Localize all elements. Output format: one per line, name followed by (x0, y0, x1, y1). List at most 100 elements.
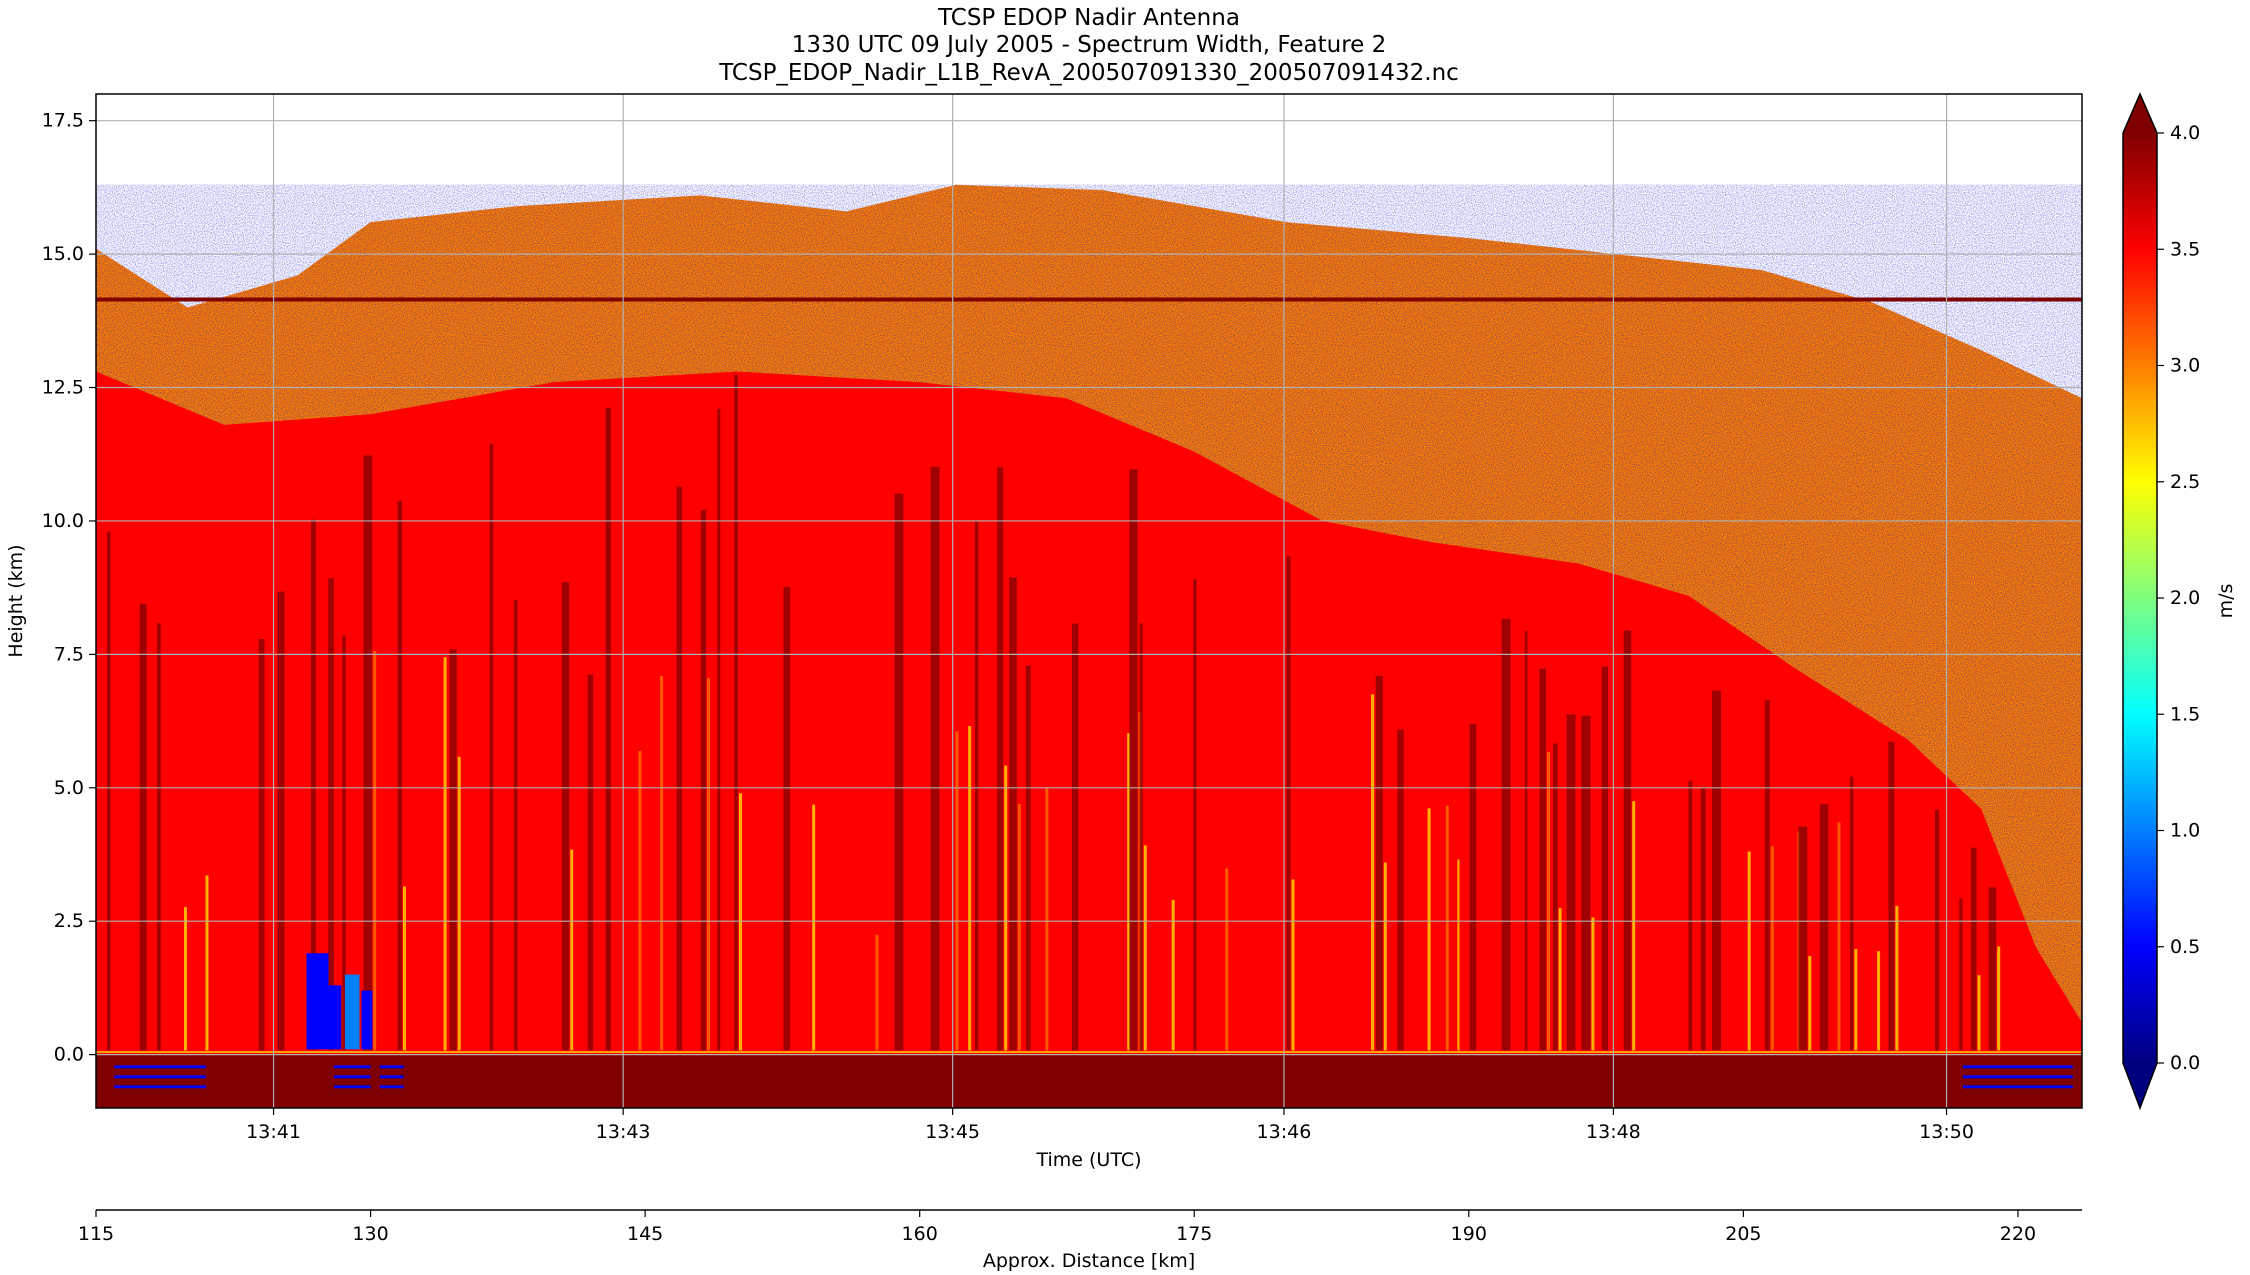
streak-low (1045, 787, 1049, 1051)
chart-title-line-2: 1330 UTC 09 July 2005 - Spectrum Width, … (792, 32, 1387, 58)
streak-high (700, 510, 707, 1051)
streak-high (416, 569, 426, 1051)
y-axis-label: Height (km) (5, 544, 27, 657)
distance-tick-label: 175 (1176, 1223, 1212, 1245)
streak-high (1819, 804, 1829, 1051)
chart-title-line-1: TCSP EDOP Nadir Antenna (937, 5, 1240, 31)
streak-low (1143, 845, 1147, 1051)
colorbar: 0.0 0.5 1.0 1.5 2.0 2.5 3.0 3.5 4.0 (2122, 92, 2200, 1111)
streak-high (107, 531, 111, 1051)
subsurface-artifact (334, 1075, 371, 1079)
streak-high (524, 500, 530, 1051)
plot-frame (95, 93, 2083, 1109)
streak-high (1129, 469, 1138, 1051)
x-axis-distance: 115 130 145 160 175 190 205 220 (78, 1209, 2082, 1245)
streak-high (881, 578, 889, 1051)
streak-low (570, 849, 574, 1051)
streak-low (403, 886, 406, 1051)
surface-return (96, 1054, 2082, 1108)
streak-low (1547, 751, 1550, 1051)
streak-high (258, 639, 265, 1051)
streak-low (955, 731, 959, 1051)
streak-high (471, 642, 475, 1051)
chart-title-line-3: TCSP_EDOP_Nadir_L1B_RevA_200507091330_20… (718, 60, 1459, 86)
streak-low (1127, 733, 1131, 1051)
streak-high (628, 480, 638, 1051)
x-tick-label: 13:48 (1586, 1121, 1641, 1143)
colorbar-tick-label: 0.0 (2170, 1052, 2200, 1074)
streak-high (1448, 743, 1457, 1051)
streak-high (1119, 618, 1127, 1051)
y-tick-label: 15.0 (42, 243, 84, 265)
streak-low (1808, 956, 1812, 1051)
streak-high (1204, 687, 1210, 1051)
streak-high (1959, 898, 1963, 1051)
streak-high (930, 466, 940, 1051)
x-axis-label: Time (UTC) (1035, 1149, 1141, 1171)
streak-high (1850, 776, 1854, 1051)
streak-low (1457, 859, 1461, 1051)
x-tick-label: 13:41 (246, 1121, 301, 1143)
streak-high (381, 694, 387, 1051)
streak-high (311, 519, 316, 1051)
streak-high (1900, 861, 1906, 1051)
colorbar-tick-label: 2.0 (2170, 587, 2200, 609)
streak-low (205, 875, 209, 1051)
streak-low (1383, 862, 1387, 1051)
streak-low (1977, 975, 1981, 1051)
colorbar-tick-label: 1.5 (2170, 703, 2200, 725)
colorbar-tick-label: 3.0 (2170, 355, 2200, 377)
streak-high (174, 645, 183, 1051)
streak-high (1397, 729, 1404, 1051)
y-tick-label: 2.5 (54, 910, 84, 932)
colorbar-tick-label: 3.5 (2170, 238, 2200, 260)
streak-high (1919, 886, 1928, 1051)
streak-high (1242, 562, 1251, 1051)
streak-low (184, 907, 187, 1051)
subsurface-artifact (379, 1075, 404, 1079)
streak-high (1437, 554, 1445, 1051)
streak-high (945, 589, 955, 1051)
streak-high (734, 374, 738, 1051)
heatmap-image (96, 184, 2082, 1108)
streak-high (783, 586, 791, 1051)
streak-high (605, 407, 611, 1051)
streak-high (752, 582, 761, 1051)
subsurface-artifact (114, 1065, 206, 1069)
streak-high (1412, 624, 1418, 1051)
streak-high (342, 635, 346, 1051)
y-axis: 0.0 2.5 5.0 7.5 10.0 12.5 15.0 17.5 (42, 110, 96, 1066)
streak-high (717, 408, 721, 1051)
streak-low (875, 934, 879, 1051)
streak-high (1025, 665, 1031, 1051)
streak-high (489, 443, 494, 1051)
streak-high (1286, 556, 1291, 1051)
streak-high (818, 533, 824, 1051)
streak-high (997, 467, 1004, 1051)
streak-high (123, 532, 132, 1051)
streak-high (1324, 587, 1328, 1051)
streak-high (1459, 733, 1469, 1051)
streak-high (328, 578, 334, 1051)
streak-high (1798, 826, 1808, 1051)
distance-tick-label: 205 (1725, 1223, 1761, 1245)
streak-high (363, 455, 373, 1051)
subsurface-artifact (114, 1075, 206, 1079)
streak-high (1872, 767, 1877, 1051)
low-width-cell (361, 990, 373, 1050)
streak-high (235, 488, 241, 1051)
streak-high (1673, 768, 1678, 1051)
streak-high (1483, 669, 1490, 1051)
streak-high (1219, 703, 1225, 1051)
distance-tick-label: 220 (2000, 1223, 2036, 1245)
streak-high (1764, 700, 1770, 1051)
distance-tick-label: 145 (627, 1223, 663, 1245)
streak-high (1660, 766, 1666, 1051)
grid-lines (96, 94, 2082, 1108)
streak-high (1175, 629, 1180, 1051)
streak-high (222, 581, 230, 1051)
x-axis-time: 13:41 13:43 13:45 13:46 13:48 13:50 (246, 1108, 1974, 1143)
streak-high (139, 603, 147, 1051)
streak-low (968, 726, 972, 1051)
streak-high (1361, 583, 1371, 1051)
